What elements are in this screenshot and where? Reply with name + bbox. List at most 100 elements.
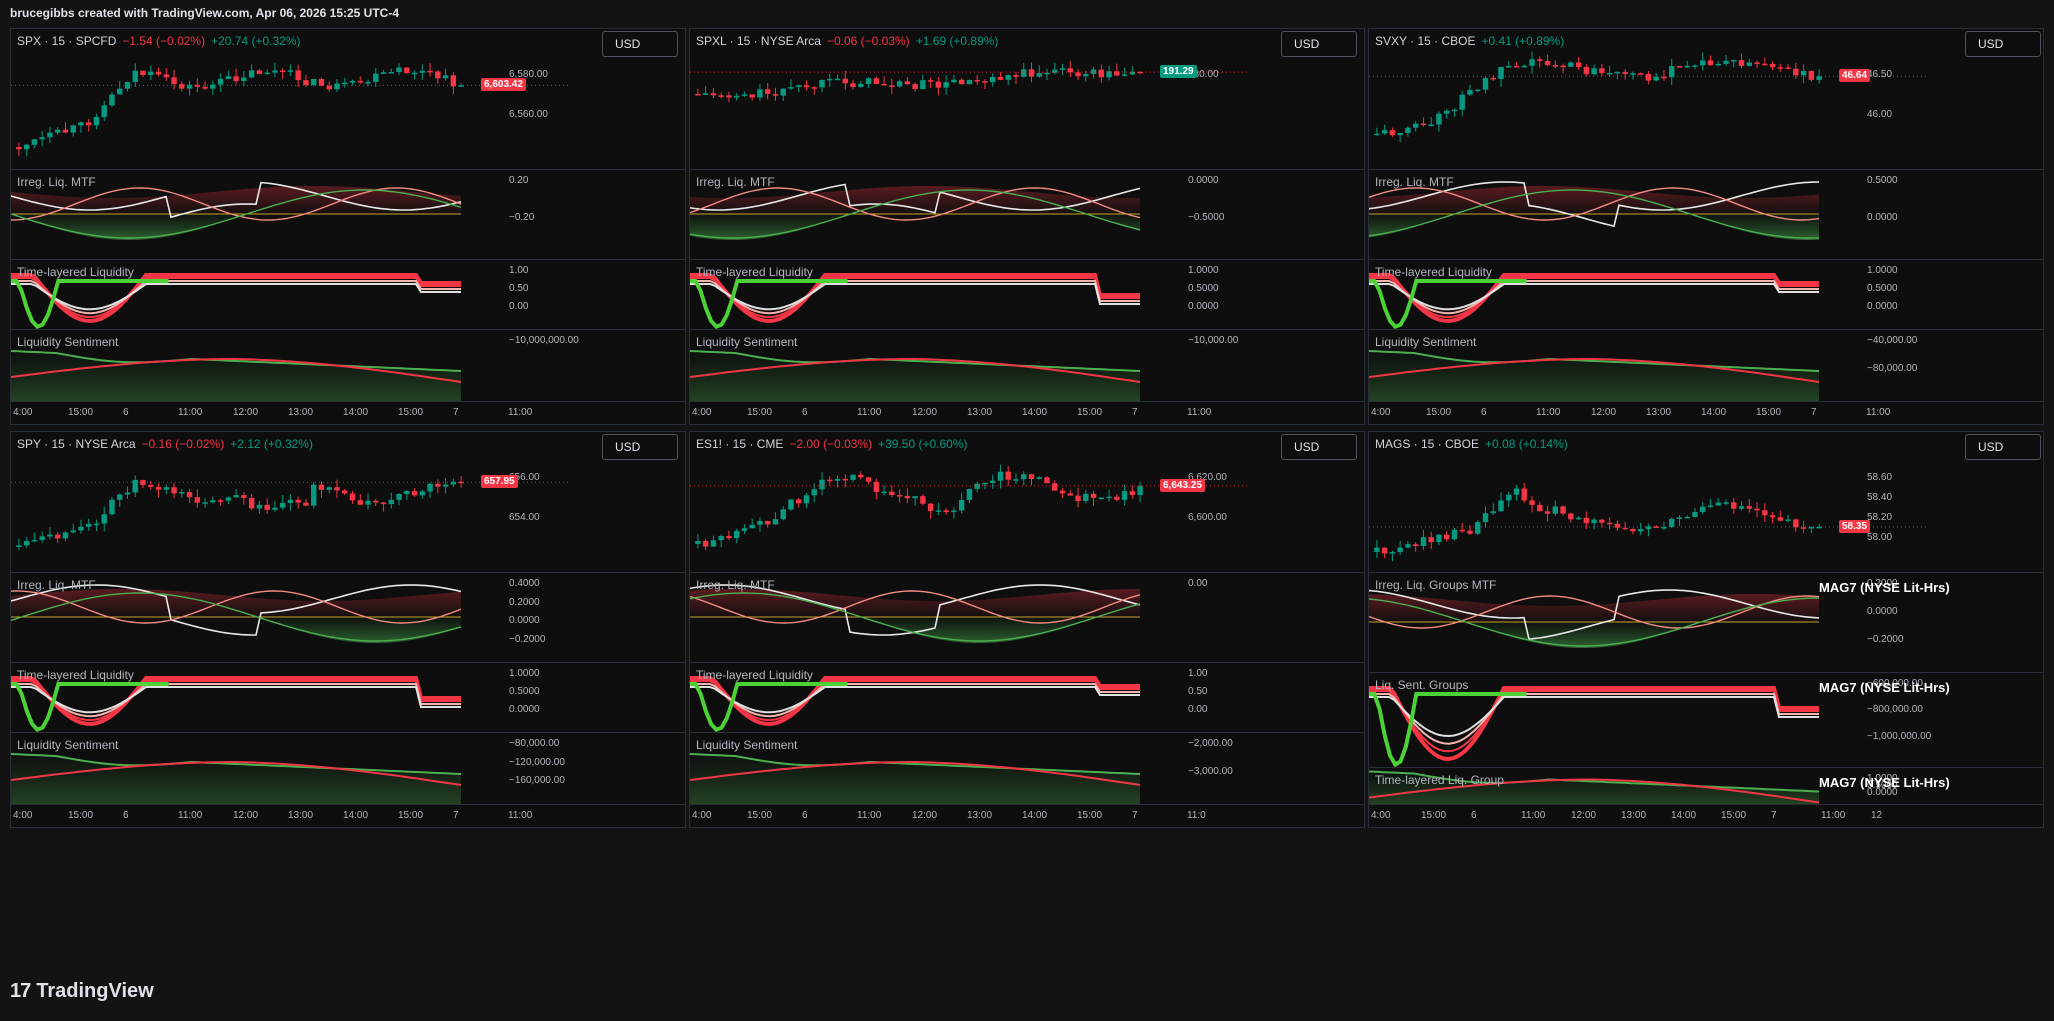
- candle-body: [318, 484, 325, 490]
- time-layered-liquidity-low-line: [1369, 279, 1527, 330]
- currency-button[interactable]: USD: [602, 31, 678, 57]
- time-axis-divider: [690, 804, 1364, 805]
- indicator-axis-label: 1.00: [509, 265, 529, 276]
- sentiment-green-line: [690, 350, 1141, 372]
- candle-body: [1013, 75, 1019, 77]
- candlestick-series: [695, 60, 1143, 103]
- indicator-axis-label: 0.0000: [1188, 175, 1219, 186]
- time-axis-divider: [11, 804, 685, 805]
- symbol-label[interactable]: SPXL · 15 · NYSE Arca: [696, 34, 821, 48]
- symbol-label[interactable]: SPX · 15 · SPCFD: [17, 34, 117, 48]
- indicator-title[interactable]: Irreg. Liq. MTF: [17, 578, 96, 592]
- candle-body: [435, 483, 441, 487]
- time-axis-label: 4:00: [13, 407, 33, 418]
- time-axis-label: 6: [123, 810, 129, 821]
- candle-body: [233, 495, 239, 498]
- currency-button[interactable]: USD: [1281, 434, 1357, 460]
- candle-body: [1668, 66, 1675, 78]
- tradingview-brand[interactable]: TradingView: [36, 979, 154, 1002]
- irreg-liquidity-line: [690, 592, 1141, 642]
- indicator-title[interactable]: Irreg. Liq. MTF: [696, 578, 775, 592]
- candle-body: [225, 76, 232, 79]
- chart-panel-spx[interactable]: 6,580.00 6,560.00 0.20 −0.20 1.00 0.50 0.00 −10…: [10, 28, 686, 425]
- chart-panel-es1[interactable]: 6,620.00 6,600.00 0.00 1.00 0.50 0.00 −2,000.0…: [689, 431, 1365, 828]
- indicator-title[interactable]: Liquidity Sentiment: [696, 335, 798, 349]
- indicator-axis-label: −10,000,000.00: [509, 335, 579, 346]
- indicator-title[interactable]: Time-layered Liq. Group: [1375, 773, 1504, 787]
- indicator-title[interactable]: Irreg. Liq. Groups MTF: [1375, 578, 1497, 592]
- indicator-title[interactable]: Liquidity Sentiment: [696, 738, 798, 752]
- time-axis-label: 15:00: [68, 407, 94, 418]
- candle-body: [1098, 69, 1105, 78]
- price-axis-label: 58.00: [1867, 532, 1893, 543]
- candle-body: [896, 81, 903, 87]
- candle-body: [803, 85, 810, 88]
- currency-button[interactable]: USD: [1965, 31, 2041, 57]
- candle-body: [881, 491, 887, 494]
- chart-panel-svxy[interactable]: 46.50 46.00 0.5000 0.0000 1.0000 0.5000 0.0000…: [1368, 28, 2044, 425]
- change-day: +39.50 (+0.60%): [878, 437, 968, 451]
- chart-panel-spy[interactable]: 656.00 654.00 0.4000 0.2000 0.0000 −0.2000 1.0…: [10, 431, 686, 828]
- currency-button[interactable]: USD: [1281, 31, 1357, 57]
- tradingview-logo-icon[interactable]: 17: [10, 979, 31, 1002]
- candle-body: [788, 499, 794, 510]
- candle-body: [1121, 491, 1128, 500]
- symbol-label[interactable]: ES1! · 15 · CME: [696, 437, 784, 451]
- indicator-title[interactable]: Time-layered Liquidity: [17, 668, 134, 682]
- candle-body: [326, 85, 332, 90]
- candle-body: [458, 481, 464, 484]
- candle-body: [287, 70, 294, 72]
- pane-divider: [11, 169, 685, 170]
- indicator-axis-label: −80,000.00: [509, 738, 560, 749]
- candle-body: [1443, 110, 1450, 114]
- symbol-label[interactable]: SPY · 15 · NYSE Arca: [17, 437, 136, 451]
- indicator-axis-label: −0.5000: [1188, 212, 1225, 223]
- indicator-title[interactable]: Time-layered Liquidity: [17, 265, 134, 279]
- last-price-tag: 6,603.42: [481, 78, 526, 92]
- candle-body: [873, 78, 880, 84]
- time-layered-liquidity-line: [1369, 280, 1819, 315]
- indicator-title[interactable]: Time-layered Liquidity: [696, 265, 813, 279]
- symbol-label[interactable]: MAGS · 15 · CBOE: [1375, 437, 1480, 451]
- pane-divider: [1369, 767, 2043, 768]
- indicator-title[interactable]: Irreg. Liq. MTF: [17, 175, 96, 189]
- time-axis-label: 11:00: [508, 810, 533, 821]
- candle-body: [811, 489, 817, 496]
- indicator-title[interactable]: Irreg. Liq. MTF: [696, 175, 775, 189]
- indicator-title[interactable]: Irreg. Liq. MTF: [1375, 175, 1454, 189]
- time-layered-liquidity-line: [690, 676, 1140, 727]
- candle-body: [326, 487, 332, 490]
- indicator-title[interactable]: Liquidity Sentiment: [17, 738, 119, 752]
- currency-button[interactable]: USD: [1965, 434, 2041, 460]
- time-axis-label: 15:00: [1756, 407, 1782, 418]
- indicator-title[interactable]: Time-layered Liquidity: [1375, 265, 1492, 279]
- candle-body: [827, 479, 833, 482]
- indicator-title[interactable]: Liquidity Sentiment: [1375, 335, 1477, 349]
- currency-button[interactable]: USD: [602, 434, 678, 460]
- indicator-title[interactable]: Time-layered Liquidity: [696, 668, 813, 682]
- candle-body: [435, 71, 441, 79]
- last-price-tag: 58.35: [1839, 519, 1871, 533]
- time-axis-label: 15:00: [747, 810, 773, 821]
- candle-body: [1137, 485, 1143, 496]
- candle-body: [1374, 133, 1380, 136]
- candle-body: [78, 122, 84, 126]
- time-axis-label: 12:00: [233, 407, 259, 418]
- indicator-title[interactable]: Liq. Sent. Groups: [1375, 678, 1469, 692]
- indicator-axis-label: 0.0000: [509, 704, 540, 715]
- chart-panel-spxl[interactable]: 180.00 0.0000 −0.5000 1.0000 0.5000 0.0000 −10…: [689, 28, 1365, 425]
- candle-body: [1052, 483, 1058, 491]
- time-axis-label: 12:00: [233, 810, 259, 821]
- indicator-title[interactable]: Liquidity Sentiment: [17, 335, 119, 349]
- chart-panel-mags[interactable]: 58.60 58.40 58.20 58.00 0.2000 0.0000 −0.2000 −…: [1368, 431, 2044, 828]
- time-axis-divider: [1369, 804, 2043, 805]
- time-axis-label: 7: [1811, 407, 1817, 418]
- symbol-label[interactable]: SVXY · 15 · CBOE: [1375, 34, 1476, 48]
- candle-body: [1482, 513, 1489, 523]
- candle-body: [1808, 526, 1815, 529]
- candle-body: [943, 510, 949, 513]
- candle-body: [256, 70, 263, 74]
- indicator-axis-label: 0.5000: [1867, 283, 1898, 294]
- candle-body: [1467, 530, 1473, 534]
- candle-body: [47, 534, 53, 537]
